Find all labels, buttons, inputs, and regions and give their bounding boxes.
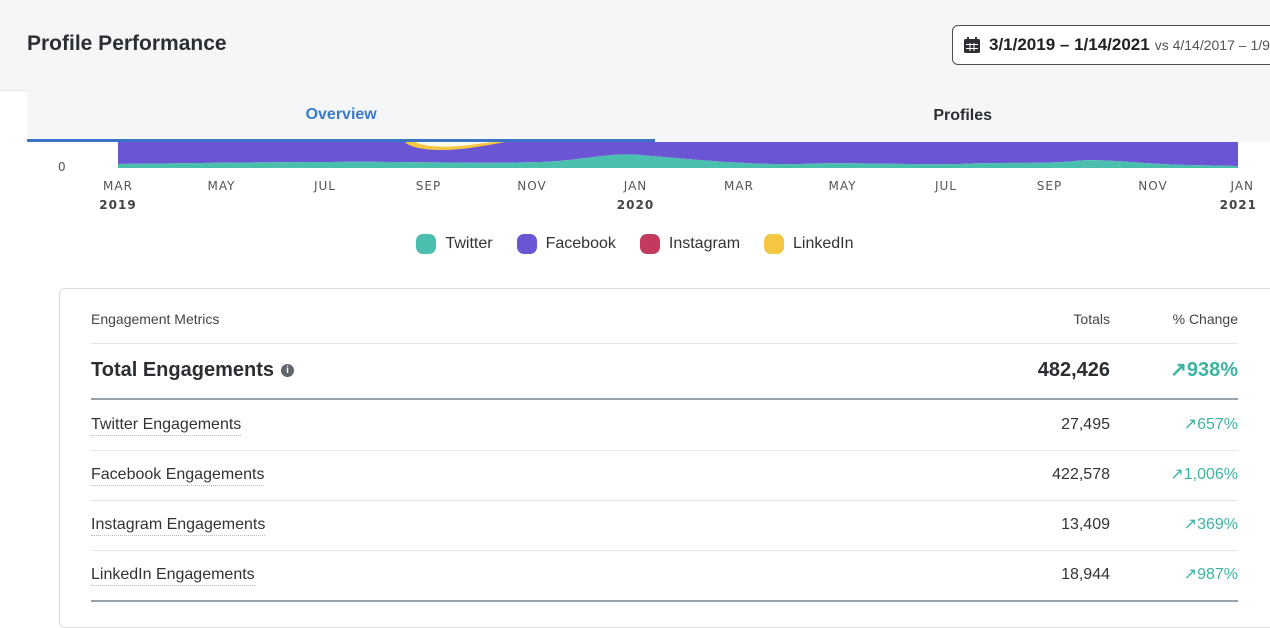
legend-label: Facebook: [545, 235, 616, 252]
change-header: % Change: [1172, 311, 1238, 327]
legend-swatch: [516, 234, 537, 254]
facebook-engagements-change: 1,006%: [1183, 466, 1238, 483]
legend-label: Twitter: [445, 235, 493, 252]
page-header: Profile Performance 3/1/2019 – 1/14/2021…: [0, 0, 1270, 91]
tab-overview[interactable]: Overview: [27, 90, 656, 142]
tab-profiles[interactable]: Profiles: [933, 107, 992, 124]
instagram-engagements-change: 369%: [1197, 516, 1238, 533]
trend-up-icon: ↗: [1170, 466, 1184, 483]
page-title: Profile Performance: [27, 32, 227, 55]
x-tick-label: SEP: [416, 179, 441, 193]
total-engagements-value: 482,426: [1037, 359, 1110, 381]
x-tick-label: MAY: [208, 179, 236, 193]
linkedin-engagements-change: 987%: [1197, 566, 1238, 583]
engagement-metrics-table: Engagement Metrics Totals % Change Total…: [59, 288, 1270, 628]
legend-label: Instagram: [668, 235, 741, 252]
twitter-area: [118, 154, 1238, 168]
x-tick-label: JUL: [313, 179, 336, 193]
totals-header: Totals: [1073, 311, 1110, 327]
compare-range-text: vs 4/14/2017 – 1/9/2019: [1154, 37, 1270, 53]
legend-swatch: [764, 234, 785, 254]
table-row: LinkedIn Engagements 18,944 ↗987%: [91, 550, 1238, 602]
legend-item-facebook[interactable]: Facebook: [516, 234, 616, 254]
legend-item-linkedin[interactable]: LinkedIn: [764, 234, 854, 254]
x-tick-year-label: 2020: [617, 198, 654, 212]
linkedin-engagements-value: 18,944: [1061, 566, 1110, 583]
table-header-row: Engagement Metrics Totals % Change: [91, 311, 1238, 344]
legend-swatch: [639, 234, 660, 254]
instagram-engagements-value: 13,409: [1061, 516, 1110, 533]
x-tick-year-label: 2019: [99, 198, 136, 212]
twitter-engagements-change: 657%: [1197, 416, 1238, 433]
legend-label: LinkedIn: [793, 235, 854, 252]
total-engagements-change: 938%: [1186, 359, 1238, 381]
legend-swatch: [416, 234, 437, 254]
table-row-total: Total Engagements i 482,426 ↗938%: [91, 344, 1238, 400]
table-row: Facebook Engagements 422,578 ↗1,006%: [91, 450, 1238, 501]
instagram-engagements-label[interactable]: Instagram Engagements: [91, 516, 266, 536]
tab-bar: Overview Profiles: [27, 90, 1270, 142]
x-tick-year-label: 2021: [1220, 198, 1257, 212]
trend-up-icon: ↗: [1183, 416, 1198, 433]
x-tick-label: NOV: [517, 179, 546, 193]
facebook-engagements-label[interactable]: Facebook Engagements: [91, 466, 265, 486]
twitter-engagements-value: 27,495: [1061, 416, 1110, 433]
trend-up-icon: ↗: [1183, 516, 1198, 533]
x-axis-ticks: MAR 2019 MAY JUL SEP NOV JAN 2020 MAR MAY JUL SEP NO…: [99, 179, 1257, 212]
date-range-text: 3/1/2019 – 1/14/2021: [989, 35, 1150, 54]
legend-item-instagram[interactable]: Instagram: [639, 234, 741, 254]
calendar-icon: [964, 37, 980, 53]
info-icon[interactable]: i: [281, 364, 294, 377]
y-tick-label: 0: [58, 160, 66, 174]
facebook-engagements-value: 422,578: [1052, 466, 1110, 483]
x-tick-label: MAY: [829, 179, 857, 193]
instagram-area: [415, 142, 495, 147]
engagement-area-chart: 0 MAR 2019 MAY JUL SEP NOV JAN 2020 MAR MAY JUL SEP…: [58, 142, 1257, 212]
table-row: Instagram Engagements 13,409 ↗369%: [91, 500, 1238, 551]
x-tick-label: NOV: [1138, 179, 1167, 193]
trend-up-icon: ↗: [1183, 566, 1198, 583]
x-tick-label: JAN: [623, 179, 648, 193]
chart-legend: Twitter Facebook Instagram LinkedIn: [0, 232, 1270, 256]
x-tick-label: SEP: [1037, 179, 1062, 193]
x-tick-label: MAR: [103, 179, 133, 193]
date-range-button[interactable]: 3/1/2019 – 1/14/2021 vs 4/14/2017 – 1/9/…: [952, 25, 1270, 65]
legend-item-twitter[interactable]: Twitter: [416, 234, 493, 254]
facebook-area: [118, 142, 1238, 166]
linkedin-engagements-label[interactable]: LinkedIn Engagements: [91, 566, 255, 586]
table-row: Twitter Engagements 27,495 ↗657%: [91, 400, 1238, 451]
x-tick-label: JAN: [1229, 179, 1254, 193]
x-tick-label: JUL: [934, 179, 957, 193]
metrics-header-label: Engagement Metrics: [91, 311, 220, 327]
trend-up-icon: ↗: [1170, 359, 1187, 381]
total-engagements-label: Total Engagements: [91, 359, 274, 381]
y-axis-ticks: 0: [58, 160, 66, 174]
x-tick-label: MAR: [724, 179, 754, 193]
twitter-engagements-label[interactable]: Twitter Engagements: [91, 416, 242, 436]
